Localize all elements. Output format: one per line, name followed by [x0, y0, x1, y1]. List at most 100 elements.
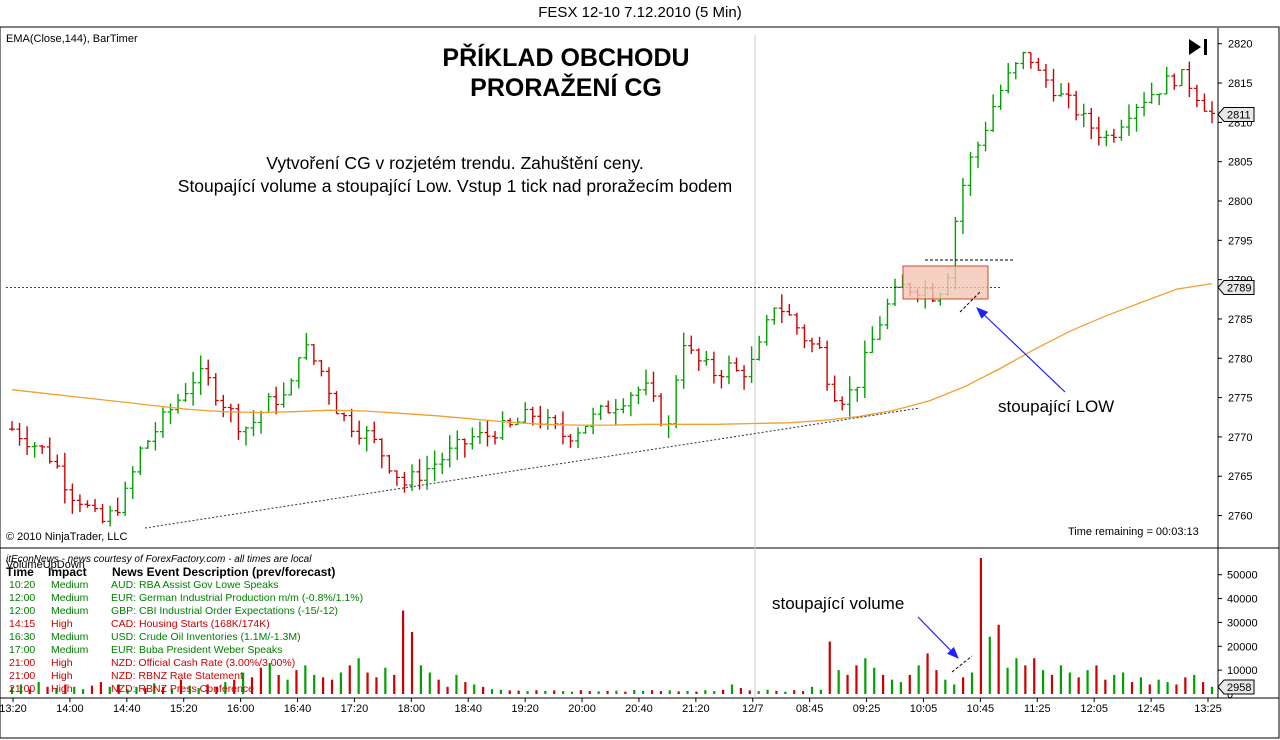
time-tick-label: 10:45 — [967, 703, 995, 715]
news-row: 10:20 Medium AUD: RBA Assist Gov Lowe Spea… — [6, 579, 363, 592]
time-tick-label: 11:25 — [1024, 703, 1051, 715]
news-time: 21:00 — [9, 657, 36, 669]
news-row: 21:00 High NZD: RBNZ Press Conference — [6, 683, 363, 696]
volume-tick-label: 10000 — [1227, 665, 1258, 677]
price-tick-label: 2785 — [1228, 314, 1252, 326]
news-header-time: Time — [6, 565, 34, 579]
volume-tick-label: 20000 — [1227, 641, 1258, 653]
volume-panel-label: VolumeUpDown — [6, 559, 85, 571]
headline-line-2: PRORAŽENÍ CG — [470, 74, 662, 102]
time-tick-label: 16:00 — [227, 703, 255, 715]
news-impact: Medium — [51, 579, 89, 591]
price-tick-label: 2820 — [1228, 39, 1252, 51]
news-desc: NZD: RBNZ Press Conference — [111, 683, 254, 695]
time-remaining: Time remaining = 00:03:13 — [1068, 526, 1199, 538]
news-time: 21:00 — [9, 670, 36, 682]
price-tick-label: 2780 — [1228, 353, 1252, 365]
rising-volume-line — [951, 655, 973, 673]
news-time: 10:20 — [9, 579, 36, 591]
time-tick-label: 13:25 — [1194, 703, 1222, 715]
news-impact: Medium — [51, 592, 89, 604]
news-impact: High — [51, 618, 73, 630]
axis-ticks: 2760276527702775278027852790279528002805… — [0, 39, 1258, 715]
news-desc: NZD: Official Cash Rate (3.00%/3.00%) — [111, 657, 296, 669]
description-line-2: Stoupající volume a stoupající Low. Vstu… — [177, 176, 733, 196]
time-tick-label: 18:40 — [454, 703, 482, 715]
skip-to-end-icon[interactable] — [1189, 37, 1213, 57]
news-desc: AUD: RBA Assist Gov Lowe Speaks — [111, 579, 279, 591]
price-tick-label: 2805 — [1228, 157, 1252, 169]
time-tick-label: 21:20 — [682, 703, 710, 715]
news-row: 16:30 Medium USD: Crude Oil Inventories (1… — [6, 631, 363, 644]
news-time: 12:00 — [9, 592, 36, 604]
time-tick-label: 19:20 — [511, 703, 539, 715]
annotation-low: stoupající LOW — [998, 397, 1115, 416]
time-tick-label: 17:20 — [341, 703, 369, 715]
outer-frame — [0, 26, 1280, 739]
news-desc: CAD: Housing Starts (168K/174K) — [111, 618, 270, 630]
news-impact: Medium — [51, 605, 89, 617]
news-row: 21:00 High NZD: Official Cash Rate (3.00%/… — [6, 657, 363, 670]
news-impact: High — [51, 670, 73, 682]
price-badges: 2811 2789 2958 — [1217, 107, 1255, 695]
news-row: 12:00 Medium EUR: German Industrial Produc… — [6, 592, 363, 605]
news-row: 12:00 Medium GBP: CBI Industrial Order Exp… — [6, 605, 363, 618]
breakout-price-badge: 2789 — [1227, 283, 1251, 295]
news-row: 21:00 High NZD: RBNZ Rate Statement — [6, 670, 363, 683]
copyright: © 2010 NinjaTrader, LLC — [6, 531, 128, 543]
time-tick-label: 09:25 — [853, 703, 881, 715]
description-line-1: Vytvoření CG v rozjetém trendu. Zahuštěn… — [266, 153, 644, 173]
time-tick-label: 08:45 — [796, 703, 824, 715]
time-tick-label: 14:40 — [113, 703, 141, 715]
news-desc: GBP: CBI Industrial Order Expectations (… — [111, 605, 339, 617]
news-panel: itEconNews - news courtesy of ForexFacto… — [6, 553, 363, 696]
time-tick-label: 15:20 — [170, 703, 198, 715]
time-tick-label: 18:00 — [398, 703, 426, 715]
time-tick-label: 20:00 — [568, 703, 596, 715]
breakout-price-badge-shape — [1217, 280, 1255, 295]
current-volume-badge: 2958 — [1227, 682, 1251, 694]
volume-tick-label: 0 — [1227, 689, 1233, 701]
annotation-overlay — [6, 259, 1066, 673]
chart-frame — [0, 26, 1280, 739]
news-time: 12:00 — [9, 605, 36, 617]
time-tick-label: 10:05 — [910, 703, 938, 715]
time-tick-label: 16:40 — [284, 703, 312, 715]
news-desc: EUR: German Industrial Production m/m (-… — [111, 592, 364, 604]
ema-line — [11, 282, 1213, 426]
news-header: Time Impact News Event Description (prev/f… — [6, 566, 363, 579]
time-tick-label: 12:45 — [1137, 703, 1165, 715]
volume-tick-label: 30000 — [1227, 617, 1258, 629]
news-source: itEconNews - news courtesy of ForexFacto… — [6, 554, 312, 565]
time-tick-label: 20:40 — [625, 703, 653, 715]
news-impact: High — [51, 683, 73, 695]
headline-line-1: PŘÍKLAD OBCHODU — [442, 44, 690, 72]
arrow-to-low — [976, 307, 1066, 393]
news-header-impact: Impact — [48, 565, 87, 579]
price-tick-label: 2770 — [1228, 432, 1252, 444]
news-impact: Medium — [51, 644, 89, 656]
current-price-badge-shape — [1217, 107, 1255, 122]
news-time: 16:30 — [9, 631, 36, 643]
price-tick-label: 2765 — [1228, 471, 1252, 483]
trend-line — [144, 407, 921, 529]
news-time: 14:15 — [9, 618, 36, 630]
time-tick-label: 12:05 — [1080, 703, 1108, 715]
volume-bars — [10, 558, 1214, 694]
news-desc: USD: Crude Oil Inventories (1.1M/-1.3M) — [111, 631, 301, 643]
time-tick-label: 13:20 — [0, 703, 27, 715]
price-tick-label: 2800 — [1228, 196, 1252, 208]
arrow-to-volume — [917, 616, 959, 659]
price-tick-label: 2760 — [1228, 511, 1252, 523]
volume-tick-label: 50000 — [1227, 570, 1258, 582]
price-tick-label: 2775 — [1228, 393, 1252, 405]
news-impact: Medium — [51, 631, 89, 643]
time-tick-label: 14:00 — [56, 703, 84, 715]
volume-tick-label: 40000 — [1227, 594, 1258, 606]
news-rows: 10:20 Medium AUD: RBA Assist Gov Lowe Spea… — [6, 579, 363, 696]
price-tick-label: 2815 — [1228, 78, 1252, 90]
news-desc: NZD: RBNZ Rate Statement — [111, 670, 243, 682]
annotation-volume: stoupající volume — [772, 594, 905, 613]
news-time: 21:00 — [9, 683, 36, 695]
news-row: 17:00 Medium EUR: Buba President Weber Spe… — [6, 644, 363, 657]
